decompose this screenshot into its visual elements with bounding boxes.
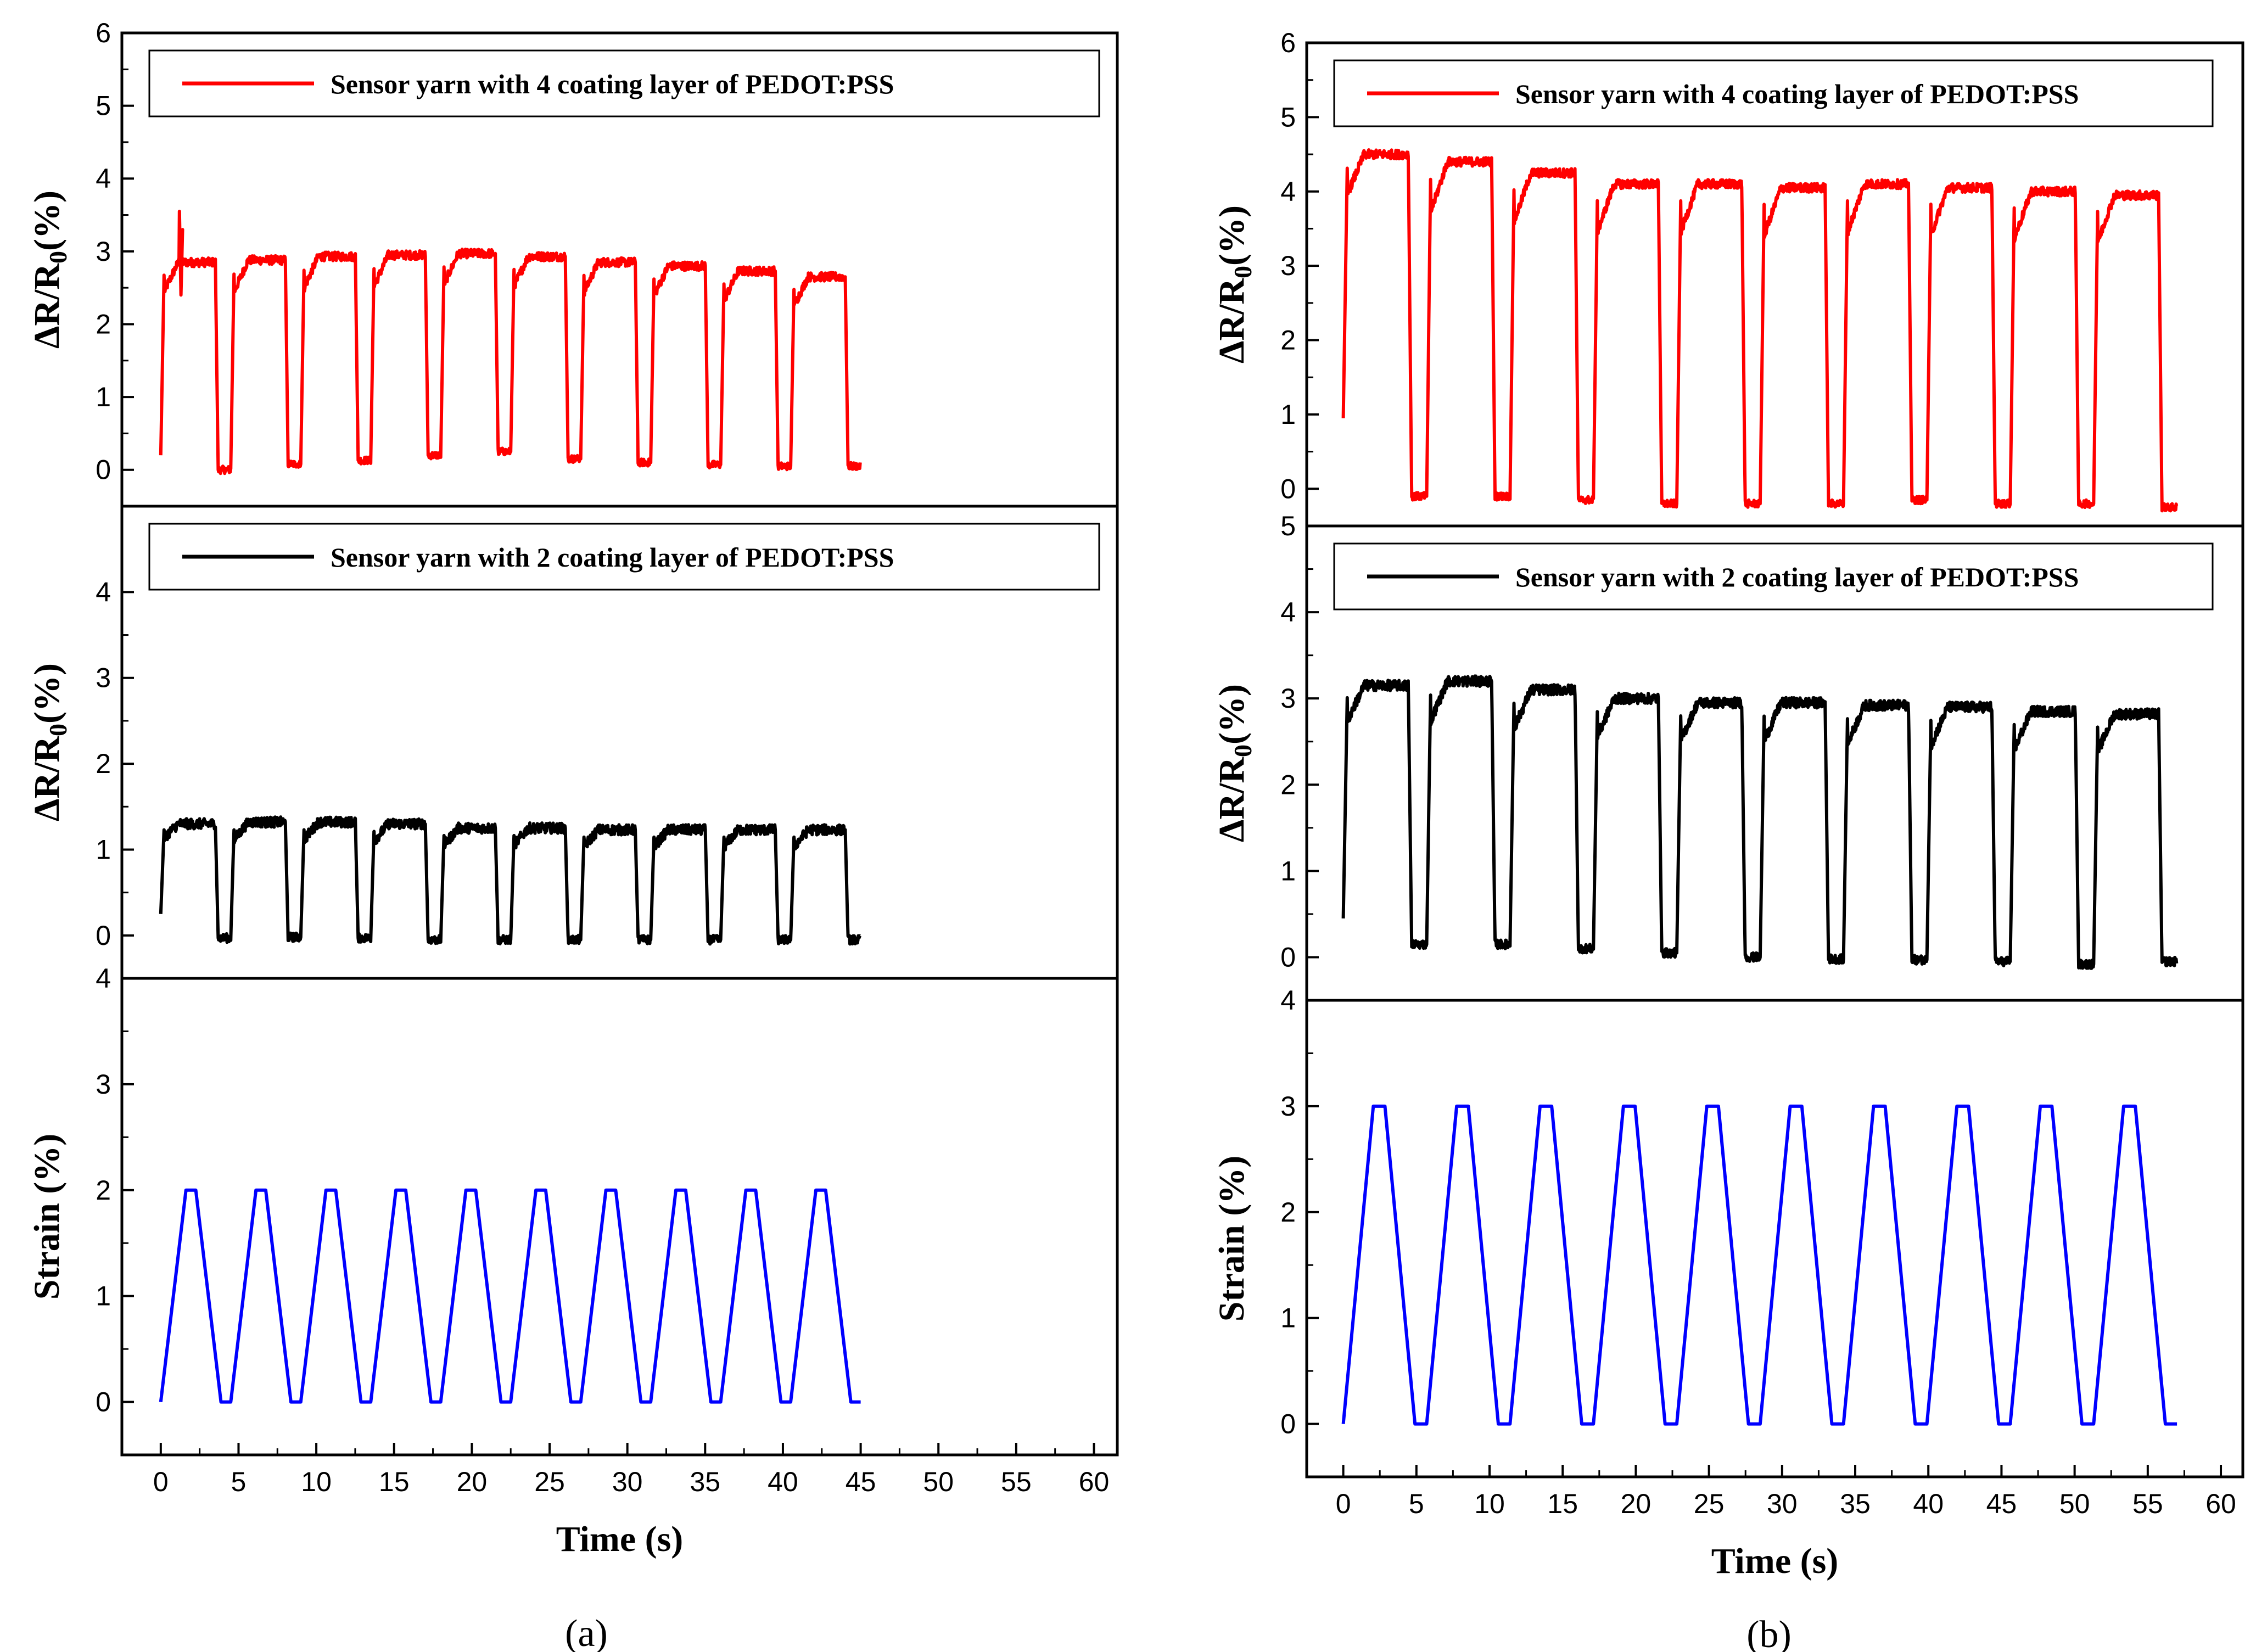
y-tick-label: 0 xyxy=(1280,473,1296,504)
y-tick-label: 3 xyxy=(96,663,111,693)
panel-caption: (b) xyxy=(1746,1614,1792,1652)
x-tick-label: 50 xyxy=(2059,1488,2090,1519)
y-tick-label: 4 xyxy=(96,576,111,607)
y-tick-label: 3 xyxy=(1280,1091,1296,1122)
x-tick-label: 55 xyxy=(2132,1488,2163,1519)
series-line xyxy=(1341,148,2179,513)
y-tick-label: 1 xyxy=(1280,399,1296,430)
y-tick-label: 4 xyxy=(96,963,111,994)
x-axis-label: Time (s) xyxy=(556,1519,684,1559)
series-line xyxy=(159,1188,861,1404)
y-tick-label: 2 xyxy=(1280,1197,1296,1228)
x-tick-label: 45 xyxy=(1986,1488,2017,1519)
y-axis-label: ΔR/R0(%) xyxy=(1212,684,1257,842)
y-tick-label: 6 xyxy=(96,18,111,48)
x-axis-label: Time (s) xyxy=(1711,1541,1839,1581)
x-tick-label: 35 xyxy=(690,1466,720,1497)
legend-label: Sensor yarn with 4 coating layer of PEDO… xyxy=(331,69,894,99)
y-tick-label: 4 xyxy=(96,163,111,194)
x-tick-label: 15 xyxy=(379,1466,410,1497)
y-tick-label: 3 xyxy=(96,236,111,267)
y-tick-label: 0 xyxy=(96,920,111,951)
y-tick-label: 0 xyxy=(96,455,111,485)
y-tick-label: 4 xyxy=(1280,597,1296,628)
plot-frame xyxy=(1305,999,2244,1479)
x-tick-label: 25 xyxy=(534,1466,565,1497)
legend-label: Sensor yarn with 4 coating layer of PEDO… xyxy=(1515,79,2079,109)
x-tick-label: 45 xyxy=(846,1466,876,1497)
x-tick-label: 5 xyxy=(1409,1488,1424,1519)
y-tick-label: 3 xyxy=(1280,683,1296,714)
x-tick-label: 60 xyxy=(1079,1466,1110,1497)
subplot-2: 0 1 2 3 4 ΔR/R0(%) Sensor yarn with 2 coating … xyxy=(27,505,1119,980)
x-tick-label: 5 xyxy=(231,1466,247,1497)
x-tick-label: 10 xyxy=(1474,1488,1505,1519)
y-tick-label: 2 xyxy=(96,748,111,779)
x-tick-label: 40 xyxy=(768,1466,798,1497)
x-tick-label: 40 xyxy=(1913,1488,1944,1519)
x-tick-label: 30 xyxy=(1767,1488,1798,1519)
legend-label: Sensor yarn with 2 coating layer of PEDO… xyxy=(1515,562,2079,592)
y-axis-label: ΔR/R0(%) xyxy=(1212,205,1257,363)
y-axis-label: Strain (%) xyxy=(1212,1156,1252,1321)
legend-label: Sensor yarn with 2 coating layer of PEDO… xyxy=(331,542,894,573)
y-tick-label: 3 xyxy=(1280,250,1296,281)
y-tick-label: 1 xyxy=(1280,855,1296,886)
subplot-3: 0 1 2 3 4 Strain (%) 0 5 10 15 20 25 30 35 40 45 50 55 60 T… xyxy=(27,963,1119,1559)
y-tick-label: 2 xyxy=(96,1175,111,1206)
y-tick-label: 0 xyxy=(96,1387,111,1418)
y-tick-label: 1 xyxy=(96,1281,111,1312)
y-tick-label: 1 xyxy=(96,834,111,865)
y-tick-label: 6 xyxy=(1280,27,1296,58)
subplot-2: 0 1 2 3 4 5 ΔR/R0(%) Sensor yarn with 2 coating… xyxy=(1212,511,2244,1002)
y-tick-label: 5 xyxy=(1280,511,1296,541)
panel-caption: (a) xyxy=(565,1612,608,1652)
x-tick-label: 35 xyxy=(1840,1488,1871,1519)
y-tick-label: 5 xyxy=(1280,102,1296,132)
y-tick-label: 4 xyxy=(1280,985,1296,1016)
y-axis-label: ΔR/R0(%) xyxy=(27,191,72,349)
y-tick-label: 1 xyxy=(96,382,111,412)
x-tick-label: 25 xyxy=(1694,1488,1725,1519)
x-tick-label: 15 xyxy=(1547,1488,1578,1519)
series-line xyxy=(159,815,861,946)
x-tick-label: 50 xyxy=(923,1466,954,1497)
y-tick-label: 0 xyxy=(1280,1409,1296,1440)
y-tick-label: 2 xyxy=(1280,769,1296,800)
x-tick-label: 20 xyxy=(457,1466,488,1497)
y-axis-label: ΔR/R0(%) xyxy=(27,663,72,821)
subplot-3: 0 1 2 3 4 Strain (%) 0 5 10 15 20 25 30 35 40 45 50 55 60 T… xyxy=(1212,985,2244,1581)
y-tick-label: 5 xyxy=(96,91,111,121)
series-line xyxy=(1341,1104,2177,1426)
subplot-1: 0 1 2 3 4 5 6 ΔR/R0(%) Sensor yarn with 4 coatin… xyxy=(27,18,1119,508)
x-tick-label: 20 xyxy=(1621,1488,1652,1519)
plot-frame xyxy=(120,977,1119,1457)
y-tick-label: 1 xyxy=(1280,1303,1296,1334)
x-tick-label: 30 xyxy=(612,1466,643,1497)
x-tick-label: 10 xyxy=(301,1466,332,1497)
x-tick-label: 0 xyxy=(1336,1488,1351,1519)
y-tick-label: 2 xyxy=(1280,325,1296,356)
y-axis-label: Strain (%) xyxy=(27,1134,67,1300)
x-tick-label: 0 xyxy=(153,1466,169,1497)
subplot-1: 0 1 2 3 4 5 6 ΔR/R0(%) Sensor yarn with 4 coatin… xyxy=(1212,27,2244,528)
x-tick-label: 55 xyxy=(1001,1466,1032,1497)
y-tick-label: 4 xyxy=(1280,176,1296,207)
y-tick-label: 3 xyxy=(96,1069,111,1100)
series-line xyxy=(1341,674,2179,970)
y-tick-label: 0 xyxy=(1280,942,1296,972)
series-line xyxy=(159,209,862,475)
y-tick-label: 2 xyxy=(96,309,111,339)
x-tick-label: 60 xyxy=(2205,1488,2236,1519)
